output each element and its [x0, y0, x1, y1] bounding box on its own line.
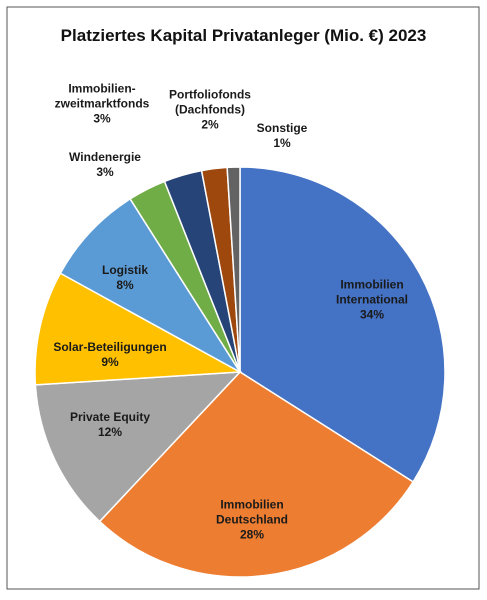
category-name: Immobilien-zweitmarktfonds [54, 81, 150, 111]
value-label: 12% [97, 425, 123, 439]
pie-slice [34, 371, 242, 523]
category-name: Immobilien Deutschland [215, 497, 288, 527]
slice-label: Immobilien Deutschland 28% [197, 498, 307, 543]
slice-label: Portfoliofonds (Dachfonds) 2% [160, 88, 260, 133]
pie-slice [226, 166, 241, 373]
category-name: Logistik [101, 263, 149, 277]
category-name: Immobilien International [335, 277, 408, 307]
frame [6, 6, 480, 590]
value-label: 34% [359, 307, 385, 322]
slice-label: Sonstige 1% [257, 121, 308, 151]
value-label: 3% [93, 111, 111, 126]
category-name: Sonstige [256, 121, 308, 135]
slice-label: Windenergie 3% [69, 150, 141, 180]
slice-label: Immobilien International 34% [317, 278, 427, 323]
category-name: Windenergie [69, 150, 141, 164]
pie-slice [59, 197, 241, 373]
slice-label: Immobilien-zweitmarktfonds 3% [46, 82, 158, 127]
value-label: 8% [116, 278, 134, 292]
value-label: 2% [201, 117, 219, 132]
value-label: 1% [273, 136, 291, 150]
slice-label: Solar-Beteiligungen 9% [53, 340, 166, 370]
value-label: 9% [101, 355, 119, 369]
value-label: 28% [239, 527, 265, 542]
category-name: Solar-Beteiligungen [53, 340, 167, 354]
pie-slice [34, 272, 243, 386]
slice-label: Logistik 8% [102, 263, 148, 293]
chart-title: Platziertes Kapital Privatanleger (Mio. … [60, 26, 427, 45]
category-name: Portfoliofonds (Dachfonds) [169, 87, 251, 117]
category-name: Private Equity [69, 410, 151, 424]
slice-label: Private Equity 12% [70, 410, 150, 440]
value-label: 3% [96, 165, 114, 179]
pie-slice [98, 371, 415, 578]
pie-slice [239, 166, 446, 483]
